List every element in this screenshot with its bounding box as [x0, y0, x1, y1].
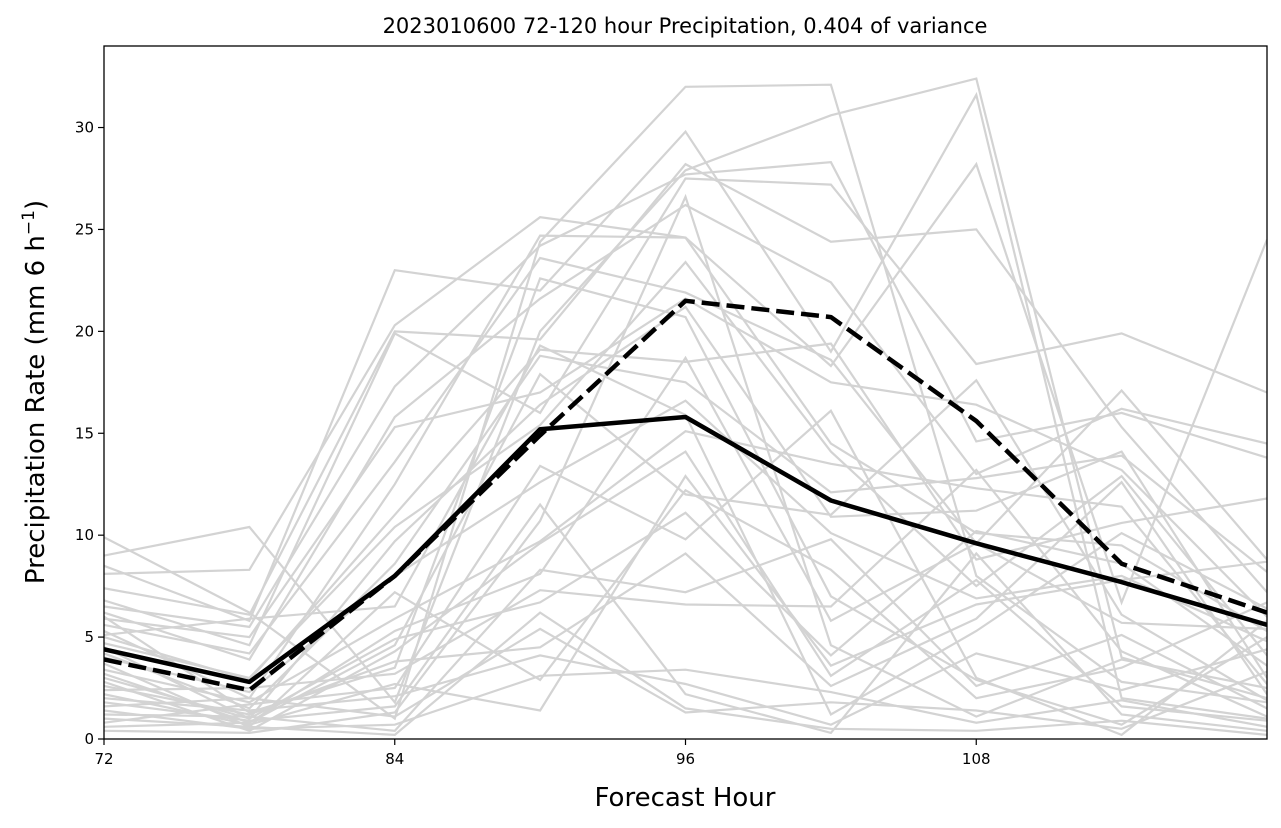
- ensemble-member-line-29: [104, 538, 1267, 732]
- ensemble-member-line-30: [104, 611, 1267, 737]
- y-tick-label: 25: [75, 220, 94, 238]
- dashed-series-line: [104, 298, 1267, 693]
- ensemble-member-line-35: [104, 277, 1267, 726]
- x-tick-label: 96: [676, 750, 695, 768]
- ensemble-member-line-24: [104, 474, 1267, 726]
- ensemble-member-line-27: [104, 627, 1267, 730]
- x-axis-label: Forecast Hour: [595, 783, 776, 813]
- y-axis-label-exponent: −1: [19, 210, 39, 235]
- ensemble-member-line-10: [104, 256, 1267, 655]
- chart-title: 2023010600 72-120 hour Precipitation, 0.…: [383, 14, 988, 38]
- y-axis-label-suffix: ): [21, 200, 51, 210]
- solid-series-line: [104, 414, 1267, 685]
- ensemble-member-line-6: [104, 177, 1267, 647]
- y-axis-ticks: 0 5 10 15 20 25 30: [75, 119, 104, 748]
- ensemble-member-line-5: [104, 162, 1267, 616]
- y-tick-label: 10: [75, 526, 94, 544]
- main-series-lines: [104, 298, 1267, 693]
- y-tick-label: 5: [84, 628, 94, 646]
- x-axis-ticks: 72 84 96 108: [94, 739, 991, 768]
- ensemble-member-line-28: [104, 668, 1267, 730]
- y-axis-label-prefix: Precipitation Rate (mm 6 h: [21, 235, 51, 584]
- ensemble-member-line-31: [104, 409, 1267, 737]
- y-axis-label: Precipitation Rate (mm 6 h−1): [19, 200, 51, 584]
- x-tick-label: 72: [94, 750, 113, 768]
- ensemble-member-line-23: [104, 468, 1267, 718]
- ensemble-member-line-26: [104, 502, 1267, 735]
- ensemble-lines: [104, 77, 1267, 737]
- y-tick-label: 20: [75, 322, 94, 340]
- ensemble-member-line-15: [104, 354, 1267, 710]
- y-tick-label: 0: [84, 730, 94, 748]
- ensemble-member-line-7: [104, 161, 1267, 629]
- ensemble-member-line-2: [104, 77, 1267, 705]
- ensemble-member-line-13: [104, 260, 1267, 680]
- ensemble-member-line-33: [104, 193, 1267, 735]
- x-tick-label: 84: [385, 750, 404, 768]
- ensemble-member-line-3: [104, 91, 1267, 720]
- ensemble-member-line-20: [104, 511, 1267, 720]
- ensemble-member-line-8: [104, 203, 1267, 661]
- y-tick-label: 15: [75, 424, 94, 442]
- y-tick-label: 30: [75, 119, 94, 137]
- ensemble-member-line-18: [104, 430, 1267, 704]
- x-tick-label: 108: [962, 750, 991, 768]
